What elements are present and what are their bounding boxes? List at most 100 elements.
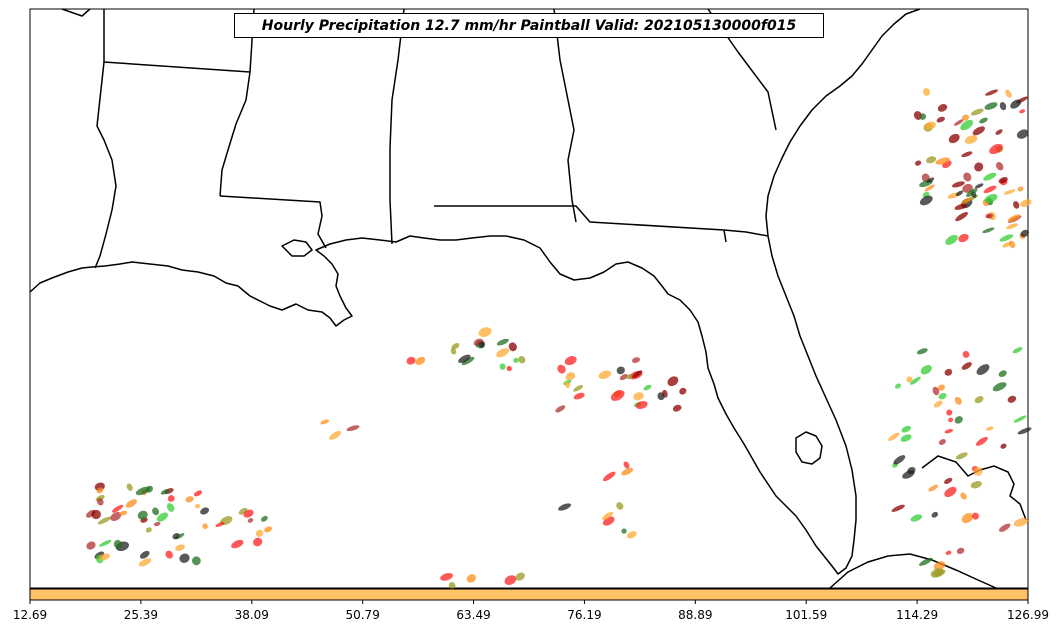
precip-blob [185, 496, 194, 503]
coastline-texas-louisiana [29, 8, 921, 575]
precip-blob [573, 384, 584, 392]
precip-blob [167, 495, 175, 502]
precip-blob [982, 227, 995, 234]
map-title: Hourly Precipitation 12.7 mm/hr Paintbal… [234, 13, 824, 38]
precip-blob [247, 518, 254, 523]
precip-blob [983, 185, 997, 194]
precip-blob [984, 193, 998, 203]
precip-blob [944, 429, 954, 434]
precip-blob [932, 386, 940, 396]
precip-blob [1000, 443, 1007, 449]
precip-blob [261, 515, 268, 522]
precip-blob [478, 342, 485, 349]
precip-blob [621, 467, 634, 476]
precip-blob [970, 481, 982, 489]
precip-blob [976, 364, 990, 376]
precip-blob [458, 354, 471, 363]
precip-blob [928, 484, 939, 492]
precip-blob [135, 486, 150, 496]
precip-blob [974, 395, 984, 404]
precip-blob [451, 342, 460, 350]
precip-blob [954, 416, 963, 424]
precip-blob [515, 572, 525, 581]
precip-blob [679, 387, 687, 395]
precip-blob [166, 503, 175, 512]
precip-blob [1016, 129, 1029, 139]
precip-blob [919, 557, 933, 566]
precip-blob [920, 364, 932, 375]
precip-blob [406, 356, 416, 365]
precip-blob [992, 382, 1007, 392]
precip-blob [110, 512, 122, 521]
state-line-ar-tx [94, 61, 117, 269]
precip-blob [165, 550, 173, 559]
precip-blob [1013, 415, 1027, 423]
precip-blob [964, 135, 978, 144]
precip-blob [111, 504, 124, 513]
boundaries [29, 8, 921, 575]
precip-blob [953, 119, 964, 126]
precip-blob [97, 516, 112, 525]
precip-blob [986, 426, 994, 431]
precip-blob [119, 510, 128, 516]
precip-blob [983, 172, 997, 181]
precip-blob [956, 547, 965, 555]
colorbar-tick-label: 88.89 [678, 608, 713, 622]
precip-blob [1012, 347, 1023, 354]
map-frame [29, 8, 1029, 589]
colorbar-tick-label: 114.29 [896, 608, 939, 622]
precip-blob [916, 348, 928, 355]
precip-blob [952, 181, 965, 188]
precip-blob [946, 409, 953, 416]
state-line-al-fl [434, 205, 727, 243]
precip-blob [99, 539, 112, 547]
precip-blob [195, 503, 201, 509]
precip-blob [632, 357, 640, 363]
precip-blob [667, 376, 679, 387]
precip-blob [172, 532, 180, 540]
precip-blob [1005, 89, 1012, 98]
precip-blob [961, 114, 970, 121]
precip-blob [963, 172, 972, 182]
precip-blob [496, 348, 510, 358]
precip-blob [923, 87, 930, 96]
precip-blob [970, 108, 984, 116]
colorbar-tick-label: 25.39 [123, 608, 159, 622]
state-line-al-ga [553, 8, 577, 223]
precip-blob [937, 384, 945, 391]
precip-paintballs [86, 87, 1032, 589]
coastline-bahamas [921, 455, 1027, 521]
precip-blob [448, 582, 456, 589]
precip-blob [635, 400, 648, 410]
precip-blob [602, 471, 616, 482]
precip-blob [895, 383, 901, 389]
precip-blob [919, 195, 933, 206]
precip-blob [924, 121, 936, 130]
precip-blob [329, 430, 342, 440]
precip-blob [145, 527, 152, 533]
precip-blob [966, 188, 978, 197]
precip-blob [558, 503, 572, 511]
precip-blob [626, 374, 633, 380]
precip-blob [1013, 517, 1029, 527]
precip-blob [926, 177, 935, 183]
precip-blob [955, 452, 968, 460]
colorbar-ticks [29, 600, 1029, 604]
precip-blob [632, 370, 643, 379]
precip-blob [1020, 229, 1029, 237]
precip-blob [938, 393, 947, 400]
precip-blob [557, 364, 566, 374]
precip-blob [961, 151, 973, 158]
precip-blob [1017, 427, 1032, 435]
precip-blob [1010, 99, 1022, 109]
precip-blob [573, 392, 585, 400]
precip-blob [958, 233, 969, 243]
precip-blob [153, 521, 161, 527]
precip-blob [346, 425, 360, 432]
precip-blob [1017, 186, 1024, 192]
precip-blob [231, 539, 244, 549]
colorbar-tick-label: 76.19 [567, 608, 602, 622]
precip-blob [113, 539, 122, 549]
precip-blob [944, 477, 953, 484]
precip-blob [200, 507, 210, 515]
